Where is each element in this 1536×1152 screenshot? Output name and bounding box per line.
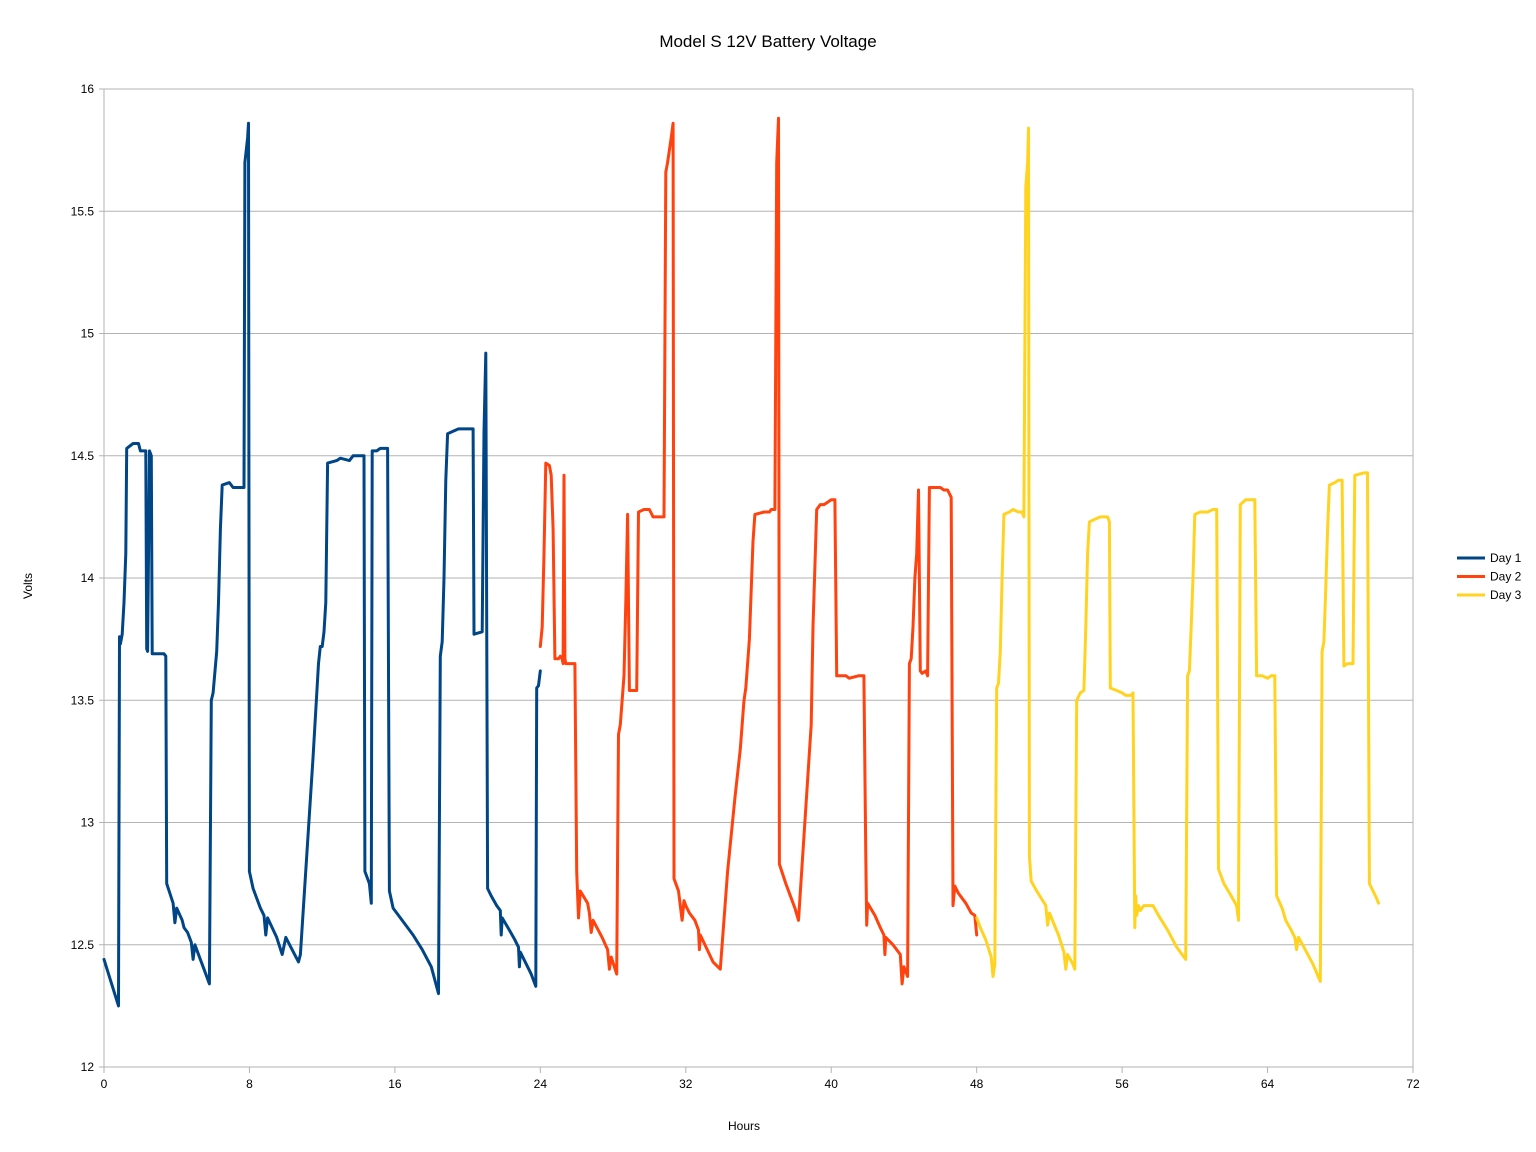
x-tick-label: 40 [825,1077,839,1091]
legend-label: Day 1 [1490,551,1522,565]
y-tick-label: 13.5 [71,693,95,707]
axes: 12 12.5 13 13.5 14 14.5 15 15.5 16 0 8 16 24 32 40 48 56… [71,82,1420,1091]
x-tick-label: 24 [534,1077,548,1091]
x-tick-label: 32 [679,1077,693,1091]
y-tick-label: 14 [81,571,95,585]
legend-label: Day 2 [1490,570,1522,584]
series-line-day-1 [102,121,542,1008]
series-lines [102,116,1380,1008]
y-axis-label: Volts [21,573,35,599]
y-tick-label: 15.5 [71,204,95,218]
y-tick-label: 15 [81,327,95,341]
x-axis-label: Hours [728,1119,760,1133]
x-tick-label: 0 [101,1077,108,1091]
x-tick-label: 8 [246,1077,253,1091]
grid-lines [99,88,1413,1068]
legend: Day 1 Day 2 Day 3 [1457,551,1522,602]
y-tick-label: 12.5 [71,938,95,952]
x-tick-label: 64 [1261,1077,1275,1091]
y-tick-label: 13 [81,816,95,830]
series-line-day-3 [975,126,1380,983]
x-tick-label: 48 [970,1077,984,1091]
x-tick-label: 56 [1115,1077,1129,1091]
x-tick-label: 72 [1406,1077,1420,1091]
y-tick-label: 12 [81,1060,95,1074]
chart-title: Model S 12V Battery Voltage [659,32,877,51]
legend-label: Day 3 [1490,588,1522,602]
y-tick-label: 16 [81,82,95,96]
x-tick-label: 16 [388,1077,402,1091]
series-line-day-2 [538,116,979,986]
y-tick-label: 14.5 [71,449,95,463]
